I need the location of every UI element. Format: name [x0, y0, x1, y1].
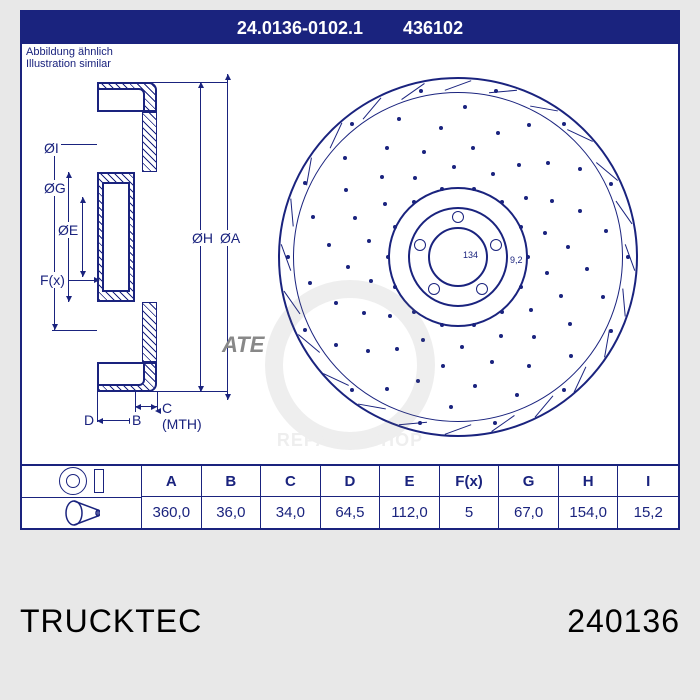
dim-E — [82, 197, 83, 277]
header-bar: 24.0136-0102.1 436102 — [22, 12, 678, 44]
footer-row: TRUCKTEC 240136 — [20, 603, 680, 640]
dim-value: 64,5 — [321, 497, 381, 528]
dim-value: 360,0 — [142, 497, 202, 528]
dim-values-grid: ABCDEF(x)GHI360,036,034,064,5112,0567,01… — [142, 466, 678, 528]
diagram-area: ØH ØA ØI ØG ØE F(x) — [22, 72, 678, 458]
dim-header: A — [142, 466, 202, 497]
dim-value: 5 — [440, 497, 500, 528]
disc-num-center: 134 — [463, 250, 478, 260]
dim-value: 154,0 — [559, 497, 619, 528]
dim-header: H — [559, 466, 619, 497]
dim-icon-column — [22, 466, 142, 528]
part-number-full: 24.0136-0102.1 — [237, 18, 363, 39]
illustration-note: Abbildung ähnlich Illustration similar — [26, 46, 113, 70]
dim-header: G — [499, 466, 559, 497]
dimension-table: ABCDEF(x)GHI360,036,034,064,5112,0567,01… — [22, 464, 678, 528]
dim-value: 112,0 — [380, 497, 440, 528]
footer-code: 240136 — [567, 603, 680, 640]
label-H: ØH — [190, 230, 215, 246]
label-F: F(x) — [38, 272, 67, 288]
brand-name: TRUCKTEC — [20, 603, 202, 640]
dim-header: F(x) — [440, 466, 500, 497]
label-I: ØI — [42, 140, 61, 156]
bolt-hole — [414, 239, 426, 251]
label-D: D — [82, 412, 96, 428]
subtitle-en: Illustration similar — [26, 58, 111, 70]
subtitle-de: Abbildung ähnlich — [26, 46, 113, 58]
bolt-hole — [452, 211, 464, 223]
disc-mini-icon — [59, 467, 104, 495]
label-C: C (MTH) — [160, 400, 212, 432]
dim-value: 34,0 — [261, 497, 321, 528]
dim-value: 36,0 — [202, 497, 262, 528]
dim-header: B — [202, 466, 262, 497]
label-B: B — [130, 412, 143, 428]
dim-B — [135, 406, 157, 407]
disc-num-radius: 9,2 — [510, 255, 523, 265]
cross-section-view: ØH ØA ØI ØG ØE F(x) — [42, 82, 212, 392]
dim-header: C — [261, 466, 321, 497]
dim-value: 67,0 — [499, 497, 559, 528]
part-number-short: 436102 — [403, 18, 463, 39]
label-G: ØG — [42, 180, 68, 196]
disc-front-view: 134 9,2 — [258, 57, 658, 457]
dim-header: I — [618, 466, 678, 497]
dim-header: E — [380, 466, 440, 497]
label-E: ØE — [56, 222, 80, 238]
bolt-hole — [490, 239, 502, 251]
label-A: ØA — [218, 230, 242, 246]
dim-header: D — [321, 466, 381, 497]
dim-I — [54, 144, 55, 330]
ate-logo: ATE — [222, 332, 264, 358]
dim-value: 15,2 — [618, 497, 678, 528]
bolt-hole — [476, 283, 488, 295]
cone-icon — [64, 500, 100, 526]
drawing-frame: 24.0136-0102.1 436102 Abbildung ähnlich … — [20, 10, 680, 530]
